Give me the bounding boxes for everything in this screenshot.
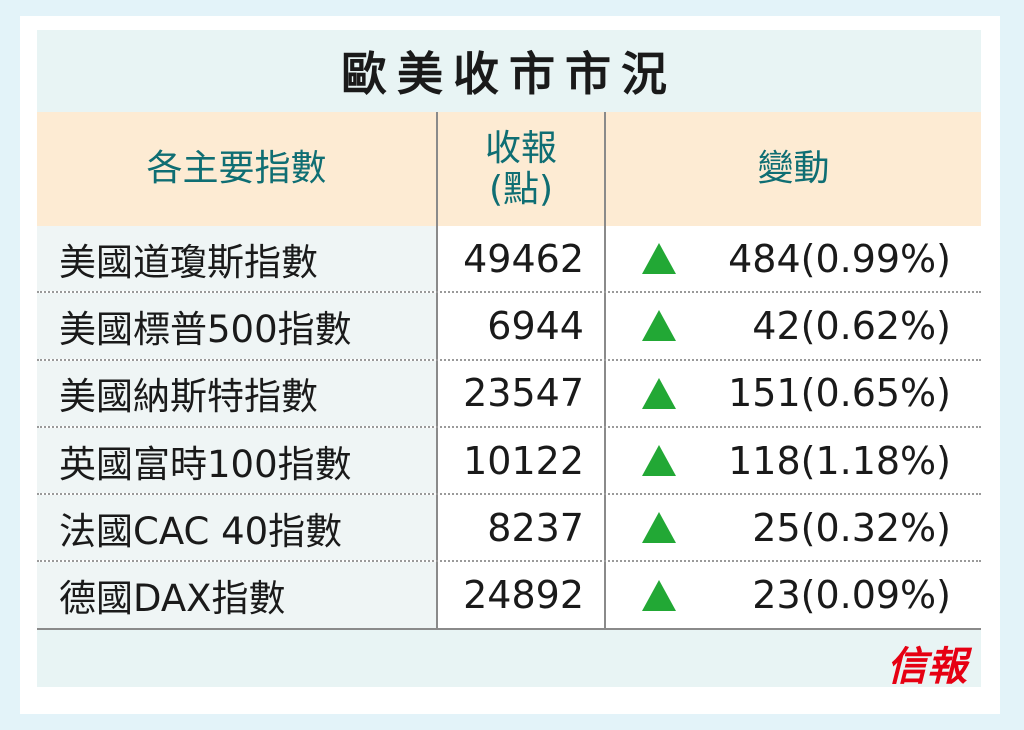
- change-cell: 42(0.62%): [604, 293, 981, 359]
- change-value: 23(0.09%): [752, 573, 951, 618]
- table-row: 美國道瓊斯指數 49462 484(0.99%): [37, 226, 981, 294]
- index-name: 美國道瓊斯指數: [37, 226, 436, 292]
- header-close: 收報 (點): [436, 112, 604, 226]
- table-row: 法國CAC 40指數 8237 25(0.32%): [37, 495, 981, 563]
- close-value: 49462: [436, 226, 604, 292]
- change-cell: 484(0.99%): [604, 226, 981, 292]
- table-header: 各主要指數 收報 (點) 變動: [37, 112, 981, 226]
- change-value: 151(0.65%): [728, 371, 951, 416]
- change-value: 25(0.32%): [752, 505, 951, 550]
- up-triangle-icon: [642, 377, 676, 409]
- close-value: 8237: [436, 495, 604, 561]
- table-row: 英國富時100指數 10122 118(1.18%): [37, 427, 981, 496]
- change-cell: 23(0.09%): [604, 562, 981, 628]
- header-close-line1: 收報: [484, 127, 557, 169]
- up-triangle-icon: [642, 512, 676, 544]
- table-row: 美國標普500指數 6944 42(0.62%): [37, 293, 981, 361]
- close-value: 23547: [436, 360, 604, 426]
- up-triangle-icon: [642, 579, 676, 611]
- change-cell: 25(0.32%): [604, 495, 981, 561]
- index-name: 美國標普500指數: [37, 293, 436, 359]
- up-triangle-icon: [642, 310, 676, 342]
- footer: 信報: [37, 629, 981, 690]
- change-value: 484(0.99%): [728, 236, 951, 281]
- market-table: 歐美收市市況 各主要指數 收報 (點) 變動 美國道瓊斯指數 49462 484(…: [37, 30, 981, 690]
- close-value: 6944: [436, 293, 604, 359]
- logo: 信報: [887, 642, 967, 690]
- close-value: 10122: [436, 427, 604, 494]
- change-cell: 151(0.65%): [604, 360, 981, 426]
- header-change: 變動: [604, 112, 981, 226]
- header-close-line2: (點): [488, 169, 554, 210]
- table-row: 德國DAX指數 24892 23(0.09%): [37, 562, 981, 630]
- up-triangle-icon: [642, 445, 676, 477]
- change-cell: 118(1.18%): [604, 427, 981, 494]
- table-body: 美國道瓊斯指數 49462 484(0.99%) 美國標普500指數 6944 4…: [37, 226, 981, 630]
- change-value: 42(0.62%): [752, 303, 951, 348]
- card: 歐美收市市況 各主要指數 收報 (點) 變動 美國道瓊斯指數 49462 484(…: [20, 16, 1000, 714]
- page-title: 歐美收市市況: [37, 30, 981, 112]
- index-name: 美國納斯特指數: [37, 360, 436, 426]
- header-name: 各主要指數: [146, 148, 327, 190]
- table-row: 美國納斯特指數 23547 151(0.65%): [37, 360, 981, 428]
- close-value: 24892: [436, 562, 604, 628]
- up-triangle-icon: [642, 243, 676, 275]
- change-value: 118(1.18%): [728, 438, 951, 483]
- index-name: 法國CAC 40指數: [37, 495, 436, 561]
- index-name: 德國DAX指數: [37, 562, 436, 628]
- index-name: 英國富時100指數: [37, 427, 436, 494]
